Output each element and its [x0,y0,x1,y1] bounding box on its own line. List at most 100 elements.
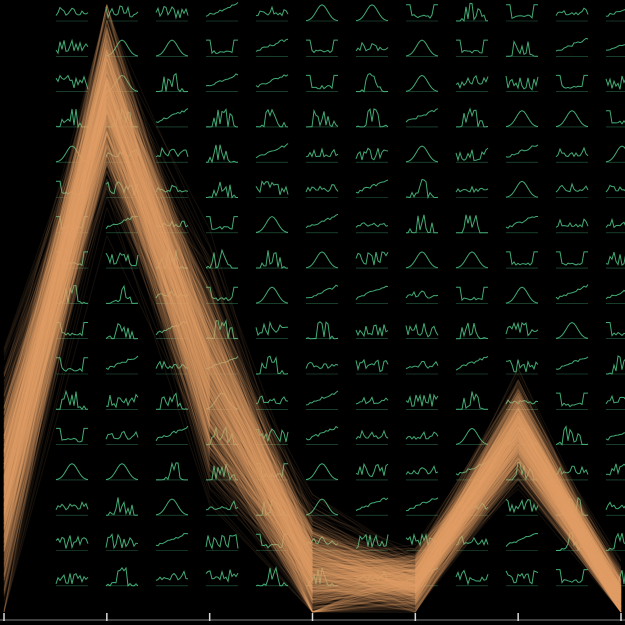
series-line [3,59,622,613]
series-line [3,79,622,611]
series-line [3,109,622,603]
series-line [3,96,622,599]
series-line [3,76,622,585]
histogram-thumbnail [105,463,139,481]
series-line [3,108,622,613]
series-line [3,95,622,608]
series-line [3,108,622,589]
series-line [3,128,622,610]
series-line [3,124,622,613]
series-line [3,119,622,613]
series-line [3,64,622,613]
series-line [3,4,622,613]
series-line [3,99,622,613]
histogram-thumbnail [306,567,339,587]
series-line [3,173,622,594]
series-line [3,133,622,598]
series-line [3,156,622,613]
series-line [3,80,622,586]
histogram-thumbnail [55,38,89,55]
series-line [3,86,622,600]
series-line [3,85,622,607]
series-line [3,130,622,598]
series-line [3,113,622,613]
series-line [3,4,622,591]
series-line [3,47,622,596]
series-line [3,170,622,610]
series-line [3,111,622,598]
series-line [3,143,622,594]
series-line [3,130,622,596]
histogram-thumbnail [255,5,289,17]
histogram-thumbnail [505,75,539,91]
series-line [3,160,622,613]
series-line [3,38,622,601]
histogram-thumbnail [105,181,139,196]
series-line [3,58,622,600]
series-line [3,69,622,587]
histogram-thumbnail [406,4,438,19]
series-line [3,44,622,613]
histogram-thumbnail [505,499,539,514]
series-line [3,10,622,604]
series-line [3,83,622,591]
series-line [3,112,622,584]
series-line [3,71,622,597]
histogram-thumbnail [355,396,389,405]
series-line [3,72,622,595]
series-line [3,83,622,591]
series-line [3,79,622,613]
series-line [3,91,622,587]
series-line [3,46,622,613]
series-line [3,162,622,613]
series-line [3,145,622,606]
series-line [3,110,622,608]
series-line [3,87,622,613]
histogram-thumbnail [505,180,539,198]
series-line [3,123,622,613]
series-line [3,102,622,605]
series-line [3,59,622,592]
series-line [3,126,622,613]
series-line [3,50,622,590]
histogram-thumbnail [505,399,539,405]
series-line [3,110,622,612]
series-line [3,21,622,598]
series-line [3,131,622,592]
series-line [3,10,622,572]
series-line [3,142,622,613]
series-line [3,105,622,607]
series-line [3,66,622,583]
series-line [3,81,622,613]
series-line [3,147,622,600]
series-line [3,47,622,580]
series-line [3,111,622,598]
series-line [3,83,622,591]
series-line [3,108,622,589]
series-line [3,96,622,606]
series-line [3,69,622,612]
series-line [3,80,622,598]
series-line [3,41,622,608]
series-line [3,87,622,587]
series-line [3,78,622,611]
series-line [3,139,622,591]
series-line [3,140,622,613]
series-line [3,145,622,596]
series-line [3,38,622,593]
series-line [3,109,622,613]
series-line [3,78,622,573]
series-line [3,79,622,588]
histogram-thumbnail [605,184,625,193]
series-line [3,66,622,611]
series-line [3,64,622,574]
series-line [3,69,622,600]
series-line [3,96,622,592]
series-line [3,46,622,592]
series-line [3,28,622,593]
series-line [3,92,622,608]
histogram-thumbnail [556,392,588,408]
series-line [3,64,622,602]
series-line [3,36,622,600]
series-line [3,99,622,608]
